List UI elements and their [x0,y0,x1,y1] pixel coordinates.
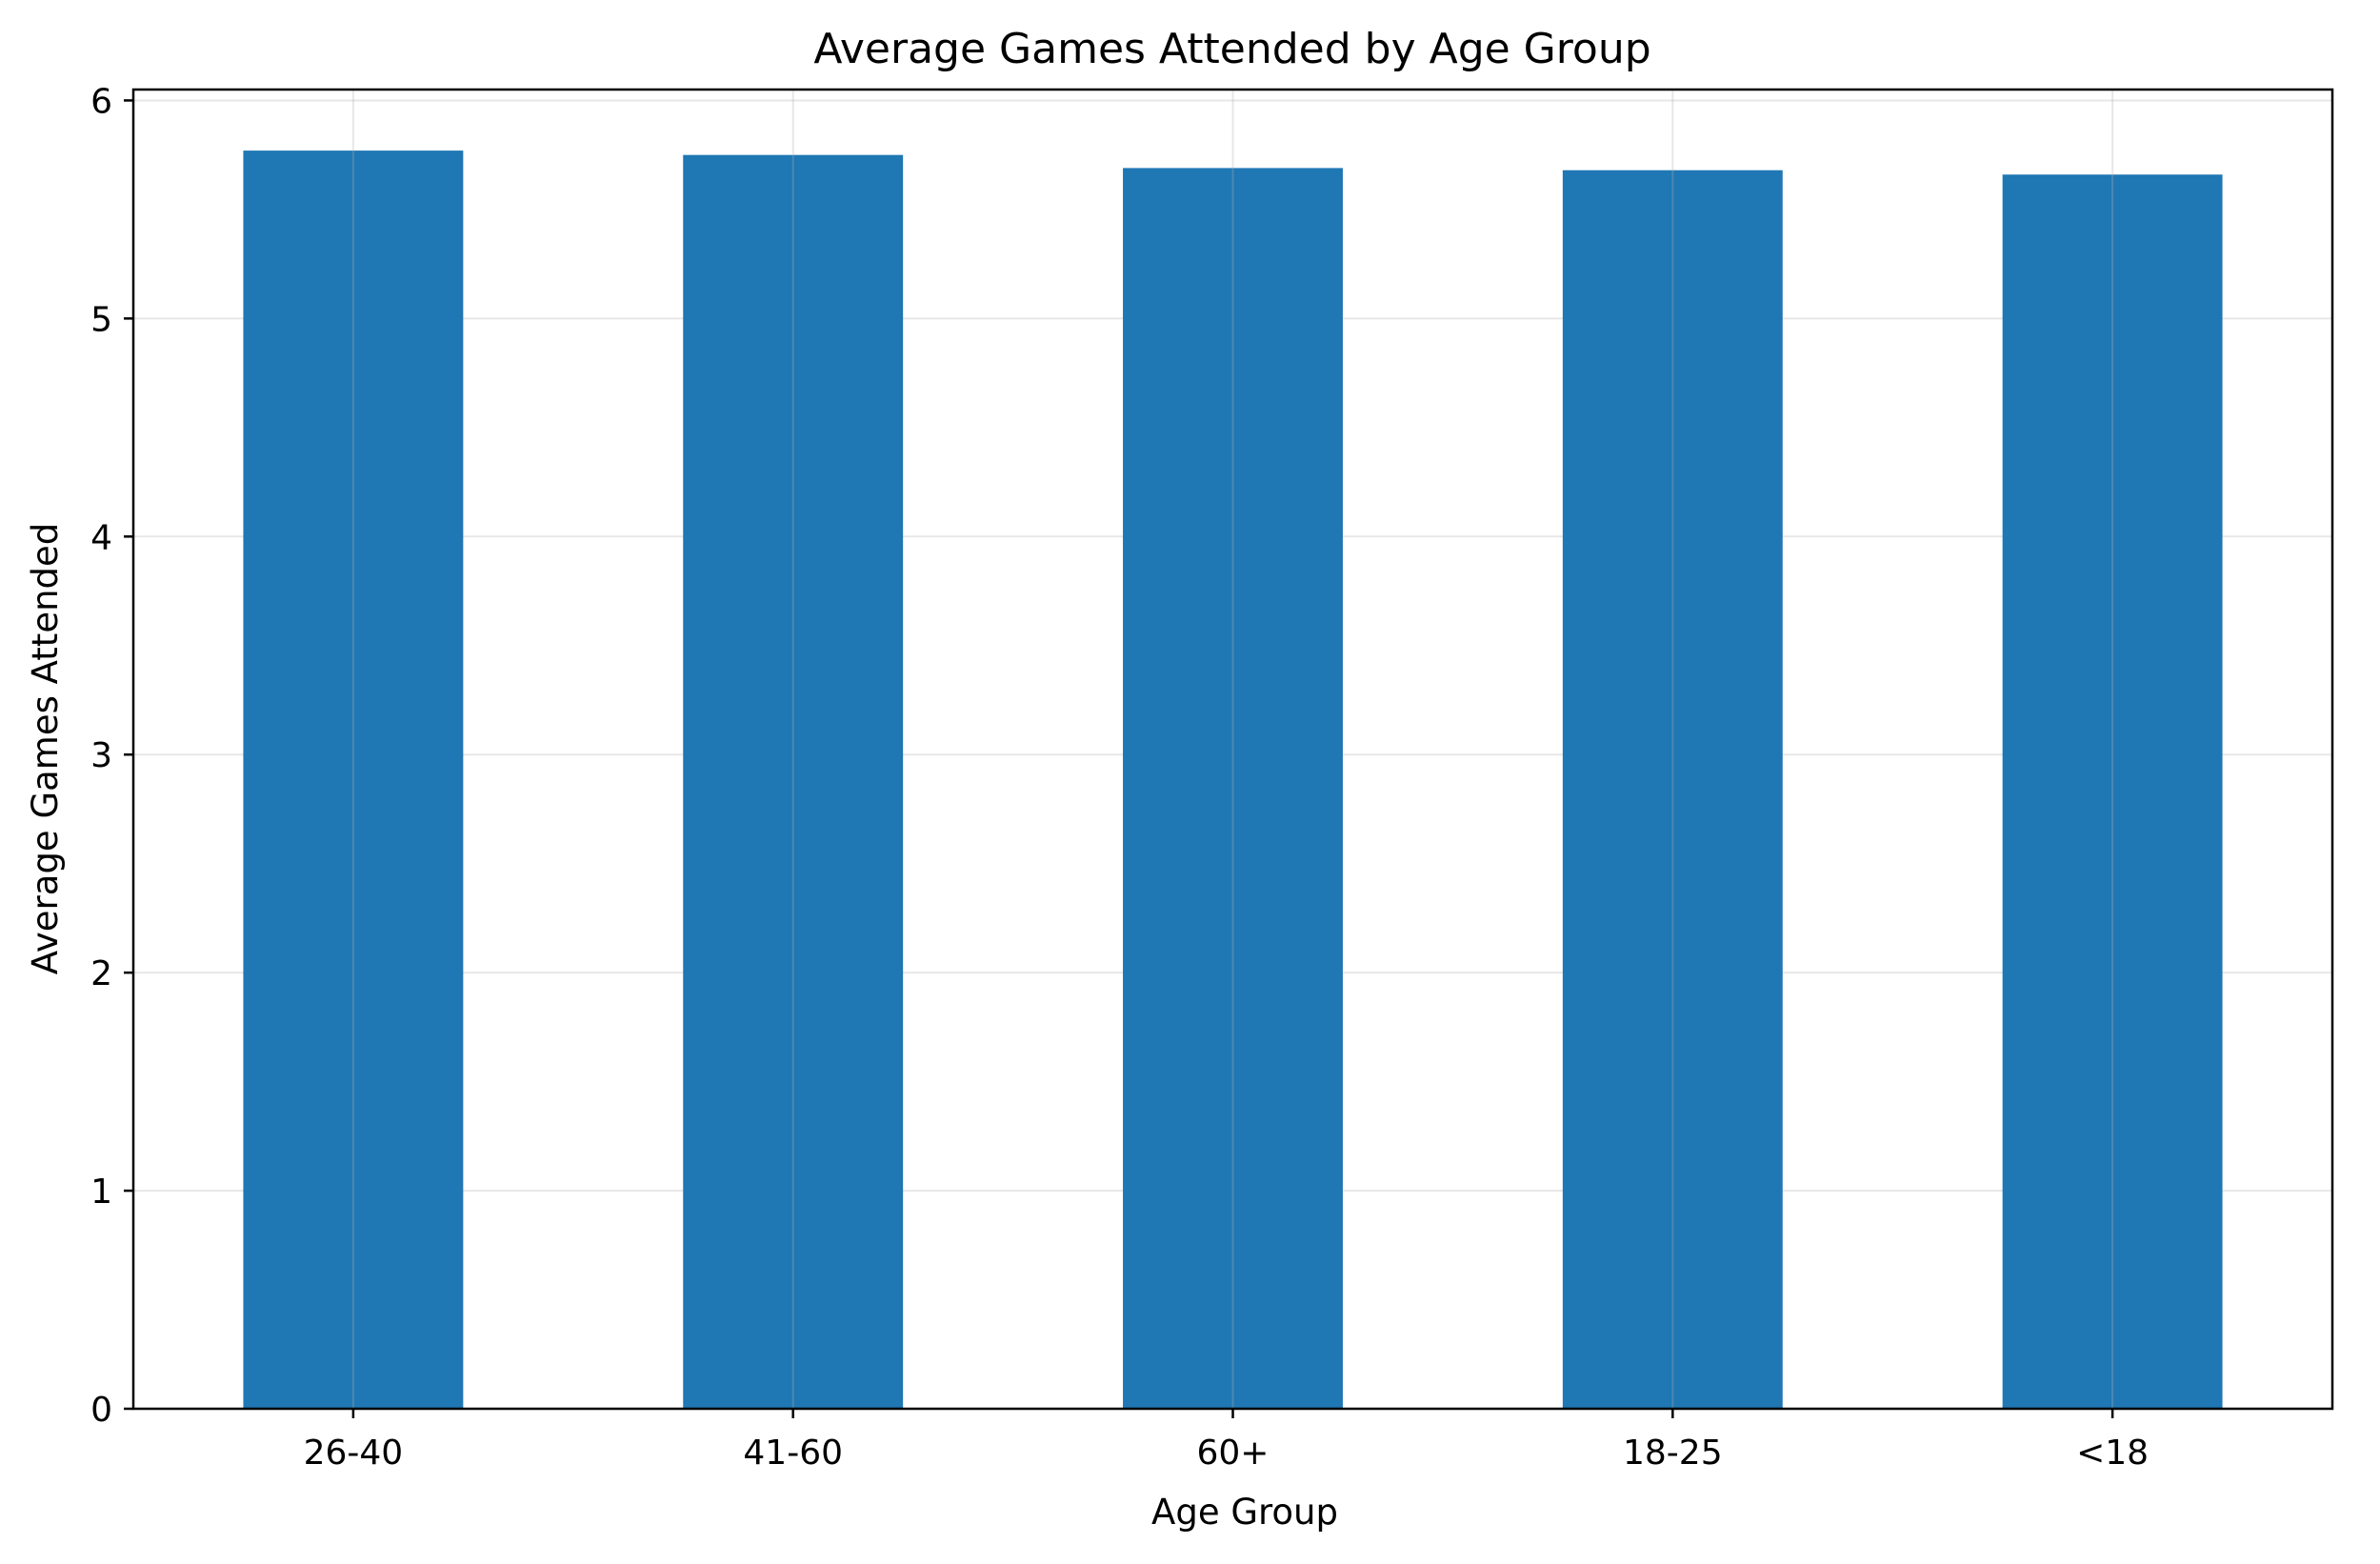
y-ticks: 0 1 2 3 4 5 6 [90,82,133,1430]
chart-title: Average Games Attended by Age Group [813,25,1650,73]
y-tick-label: 1 [90,1173,112,1212]
bar-41-60 [683,154,904,1409]
y-tick-label: 6 [90,82,112,121]
bar-60+ [1123,168,1343,1410]
bar-18-25 [1562,170,1783,1409]
x-tick-label: 41-60 [743,1434,843,1473]
bar-26-40 [243,150,464,1410]
y-tick-label: 2 [90,954,112,993]
bar-<18 [2002,174,2223,1409]
bars-layer [243,150,2223,1410]
y-tick-label: 4 [90,518,112,557]
y-tick-label: 5 [90,300,112,339]
x-tick-label: 26-40 [304,1434,404,1473]
x-tick-label: <18 [2076,1434,2149,1473]
grid-over-layer [351,90,2114,1409]
y-tick-label: 0 [90,1391,112,1430]
x-tick-label: 18-25 [1623,1434,1723,1473]
x-axis-label: Age Group [1151,1492,1338,1533]
y-tick-label: 3 [90,736,112,775]
x-ticks: 26-40 41-60 60+ 18-25 <18 [304,1409,2149,1473]
y-axis-label: Average Games Attended [25,523,66,975]
x-tick-label: 60+ [1197,1434,1270,1473]
